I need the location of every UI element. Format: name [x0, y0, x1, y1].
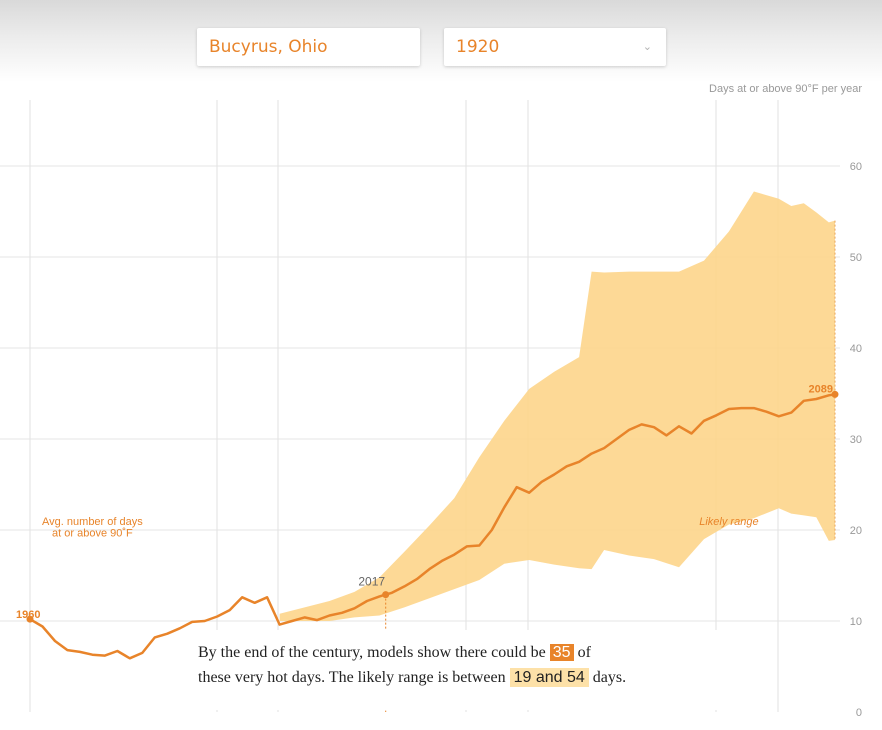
range-badge: 19 and 54 — [509, 668, 589, 687]
label-1960: 1960 — [16, 609, 40, 621]
caption-text-2: of — [577, 644, 591, 661]
likely-range-label: Likely range — [699, 516, 758, 528]
point-2089 — [831, 390, 839, 398]
chevron-down-icon: ⌄ — [642, 40, 652, 53]
label-2089: 2089 — [809, 383, 833, 395]
y-axis-label: Days at or above 90°F per year — [709, 83, 862, 95]
y-tick-label: 50 — [850, 252, 862, 264]
grid — [0, 100, 840, 712]
location-value: Bucyrus, Ohio — [209, 37, 328, 57]
caption: By the end of the century, models show t… — [190, 630, 750, 710]
point-1960 — [26, 615, 34, 623]
caption-text-4: days. — [592, 669, 627, 686]
y-tick-label: 10 — [850, 616, 862, 628]
control-bar — [0, 0, 882, 82]
data-points — [26, 390, 839, 623]
caption-text-1: By the end of the century, models show t… — [198, 644, 546, 661]
legend-line-2: at or above 90˚F — [52, 528, 133, 540]
point-2017 — [382, 591, 390, 599]
y-tick-label: 20 — [850, 525, 862, 537]
legend-line-1: Avg. number of days — [42, 516, 143, 528]
y-tick-label: 40 — [850, 343, 862, 355]
y-tick-label: 60 — [850, 161, 862, 173]
label-2017: 2017 — [358, 575, 385, 589]
avg-days-line — [29, 393, 836, 660]
location-input[interactable]: Bucyrus, Ohio — [197, 28, 420, 66]
caption-text-3: these very hot days. The likely range is… — [198, 669, 506, 686]
y-axis-ticks: 0 10 20 30 40 50 60 — [850, 161, 862, 719]
year-select[interactable]: 1920 ⌄ — [444, 28, 666, 66]
projected-value-badge: 35 — [549, 644, 574, 661]
likely-range-area — [279, 191, 836, 621]
year-value: 1920 — [456, 37, 500, 57]
y-tick-label: 0 — [856, 707, 862, 719]
y-tick-label: 30 — [850, 434, 862, 446]
